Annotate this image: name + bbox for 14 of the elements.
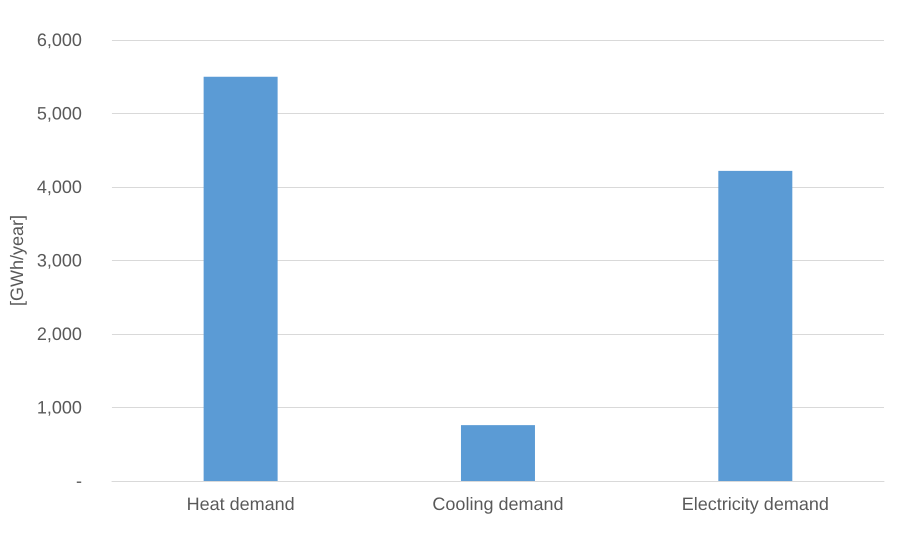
bar — [204, 76, 278, 481]
y-tick-label: 6,000 — [36, 30, 82, 50]
y-axis-title: [GWh/year] — [7, 214, 27, 306]
y-tick-label: 2,000 — [36, 324, 82, 344]
y-tick-label: 4,000 — [36, 177, 82, 197]
x-tick-label: Cooling demand — [432, 494, 564, 514]
x-tick-label: Electricity demand — [682, 494, 829, 514]
y-tick-label: - — [76, 471, 82, 491]
y-tick-label: 3,000 — [36, 250, 82, 270]
y-tick-label: 1,000 — [36, 398, 82, 418]
y-tick-label: 5,000 — [36, 104, 82, 124]
x-tick-label: Heat demand — [186, 494, 295, 514]
bar — [718, 170, 792, 481]
bar — [460, 425, 535, 481]
